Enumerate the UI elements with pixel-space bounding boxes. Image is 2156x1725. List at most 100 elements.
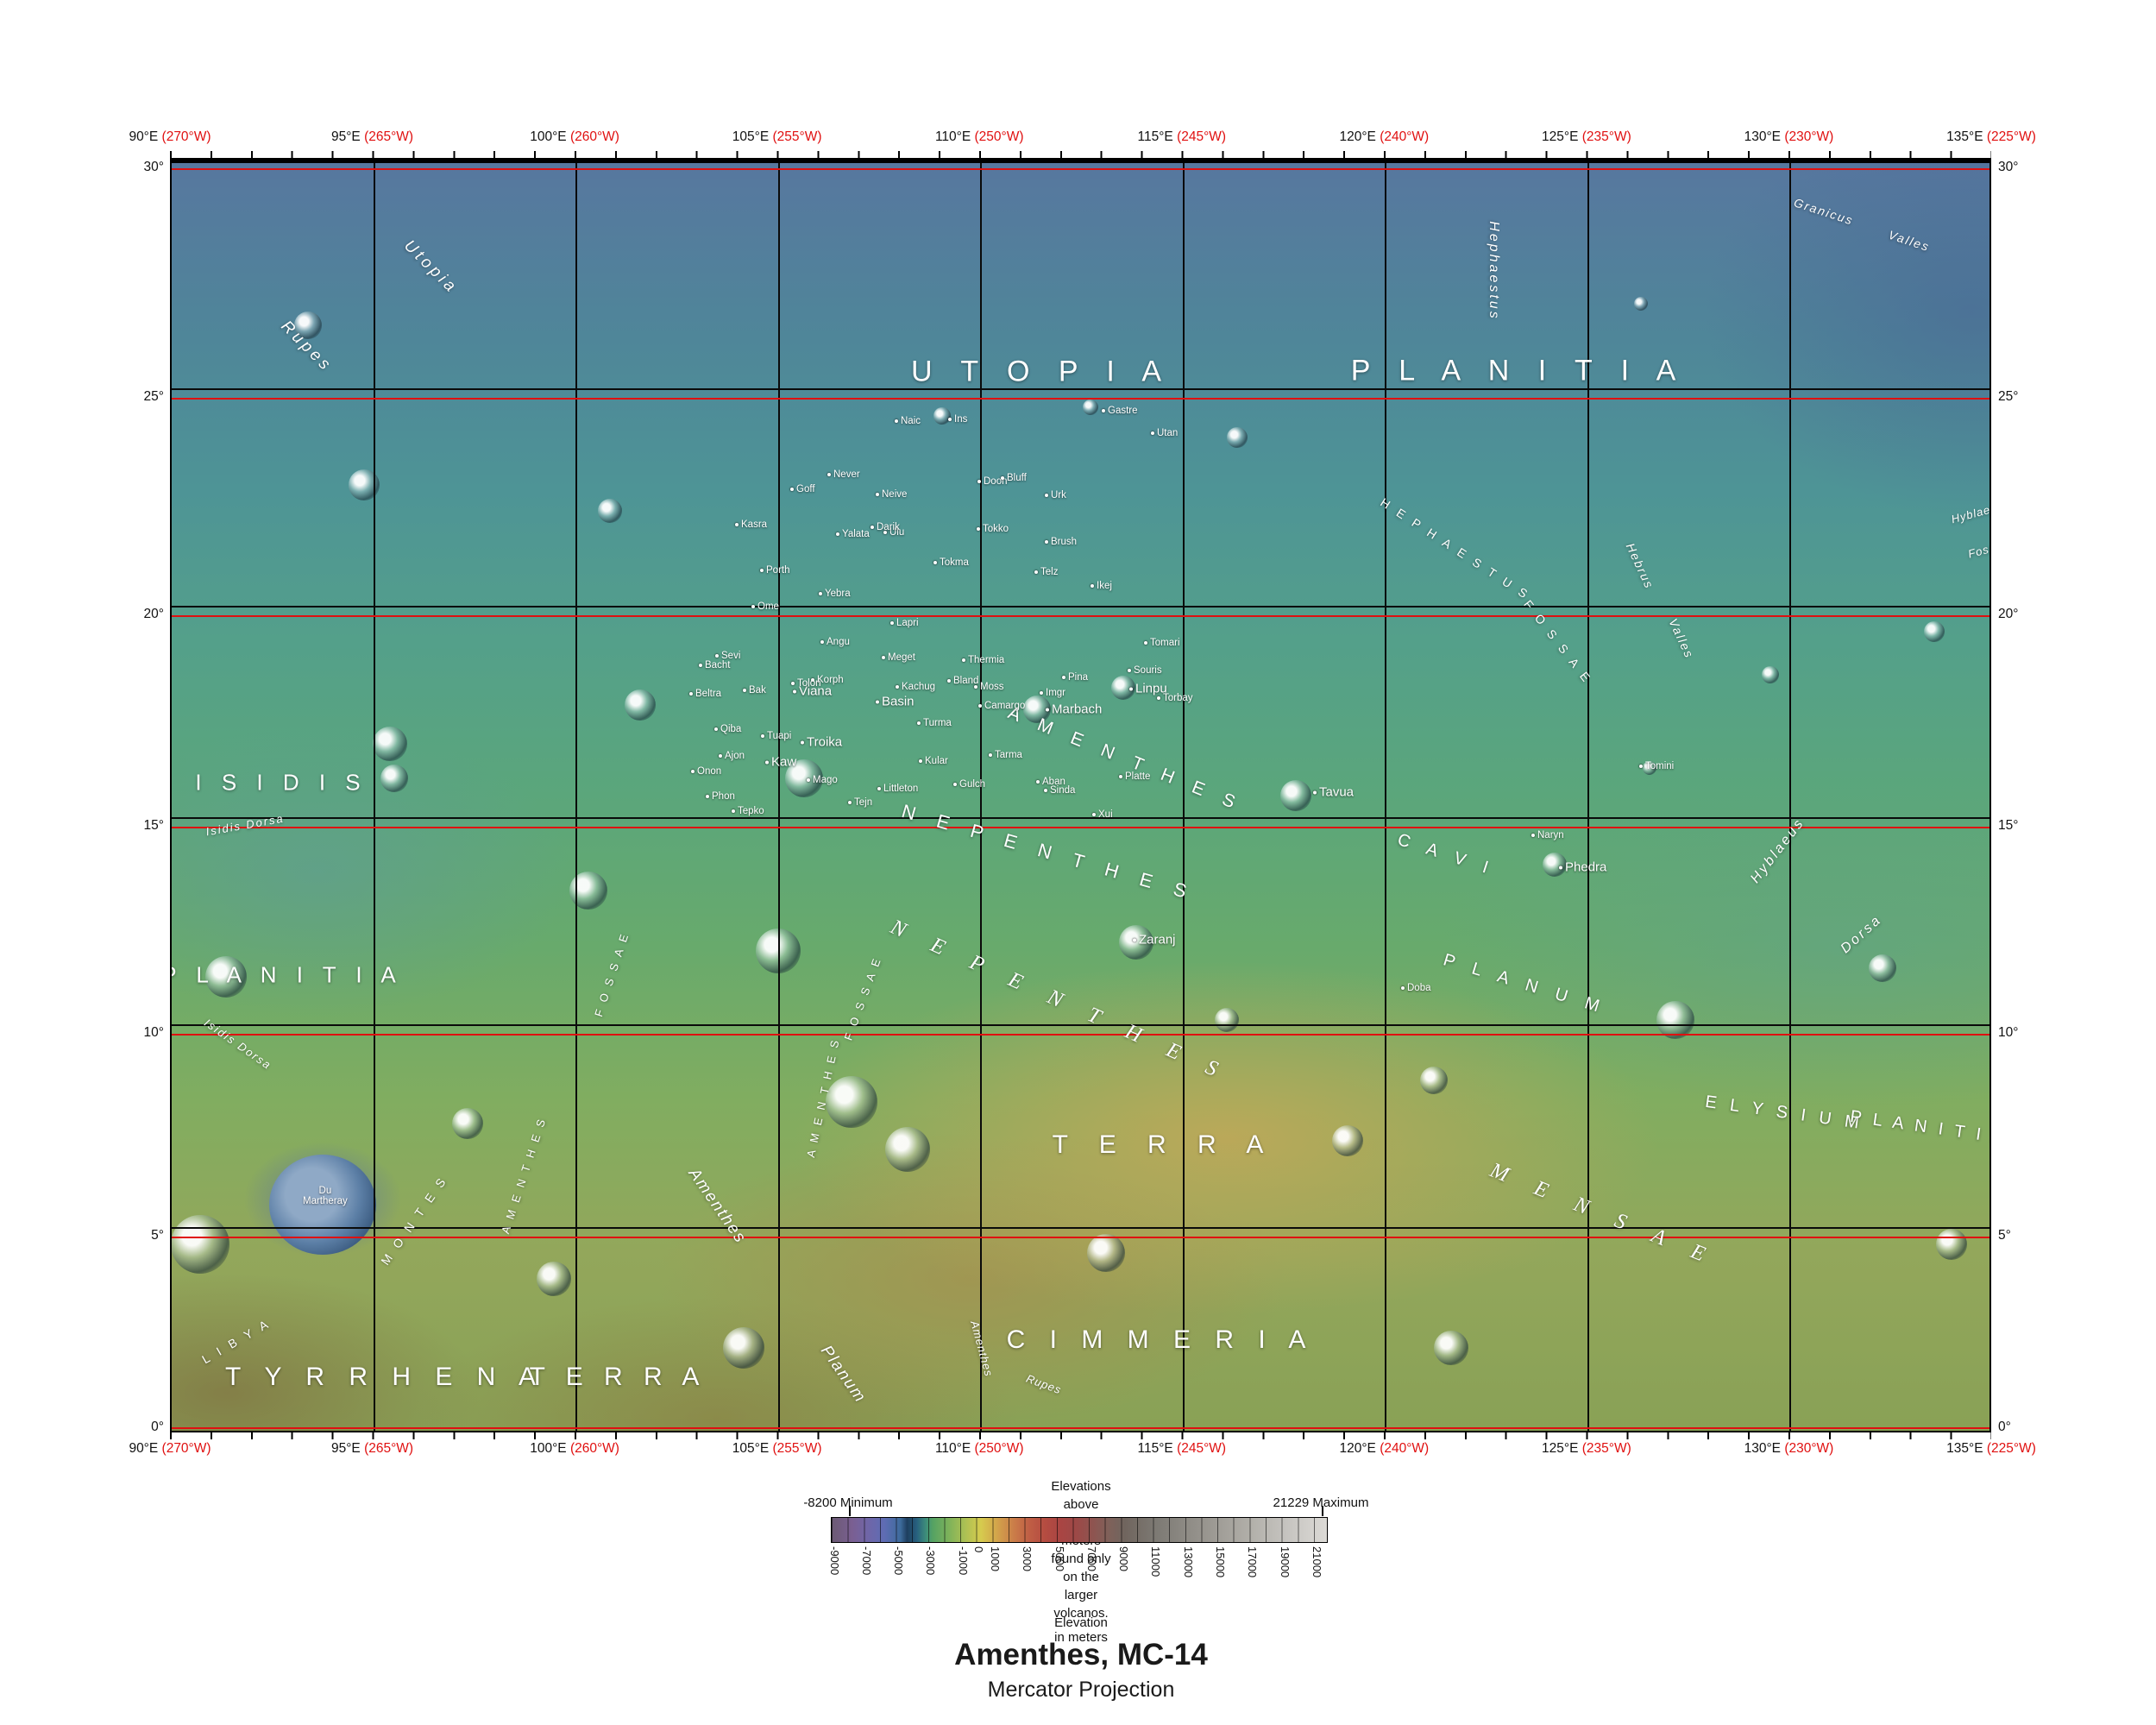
crater-label: Brush xyxy=(1045,537,1077,547)
latitude-label: 30° xyxy=(1998,160,2019,174)
crater xyxy=(1215,1008,1239,1032)
latitude-label: 5° xyxy=(151,1228,164,1243)
colorbar-tick-label: -1000 xyxy=(956,1546,970,1576)
crater-label: Phon xyxy=(706,791,735,802)
crater-label: Ome xyxy=(751,601,779,612)
du-line1: Du xyxy=(318,1186,332,1196)
title-block: Amenthes, MC-14 Mercator Projection xyxy=(954,1638,1208,1703)
longitude-label: 120°E (240°W) xyxy=(1339,129,1429,145)
crater-label: Telz xyxy=(1034,567,1058,577)
crater-label: Beltra xyxy=(689,689,721,699)
crater xyxy=(452,1108,483,1139)
crater-label: Aban xyxy=(1036,777,1065,787)
crater-label-du-martheray: Du Martheray xyxy=(303,1186,348,1206)
longitude-label: 130°E (230°W) xyxy=(1744,129,1834,145)
graticule-meridian xyxy=(1789,160,1792,1431)
crater-label: Thermia xyxy=(962,655,1004,665)
crater xyxy=(1434,1331,1468,1365)
crater xyxy=(625,689,656,721)
crater-label: Tavua xyxy=(1313,785,1354,800)
graticule-parallel-red xyxy=(172,1427,1989,1429)
crater xyxy=(1083,400,1098,415)
latitude-label: 0° xyxy=(1998,1420,2011,1434)
legend-caption: Elevation in meters xyxy=(1054,1615,1108,1645)
crater-label: Bak xyxy=(743,685,766,696)
crater-label: Meget xyxy=(882,652,915,663)
crater-label: Torbay xyxy=(1157,693,1193,703)
crater-label: Porth xyxy=(760,565,790,576)
terrain-shaded-relief xyxy=(172,160,1989,1431)
crater xyxy=(349,469,380,501)
longitude-label: 105°E (255°W) xyxy=(732,129,822,145)
crater-label: Littleton xyxy=(877,784,918,794)
crater xyxy=(1280,780,1311,811)
crater-label: Marbach xyxy=(1046,702,1102,717)
graticule-meridian xyxy=(373,160,375,1431)
crater-label: Urk xyxy=(1045,490,1066,501)
crater xyxy=(1227,427,1248,448)
longitude-east: 95°E xyxy=(330,1441,361,1456)
graticule-parallel-red xyxy=(172,168,1989,170)
longitude-west: (225°W) xyxy=(1983,1441,2036,1456)
crater-label: Korph xyxy=(811,675,844,685)
region-label: T E R R A xyxy=(529,1363,707,1391)
crater xyxy=(1087,1234,1125,1272)
region-label: P L A N I T I A xyxy=(1350,354,1687,387)
graticule-parallel-red xyxy=(172,1034,1989,1036)
crater-label: Bland xyxy=(947,676,978,686)
region-label: P L A N I T I A xyxy=(170,961,403,988)
crater-label: Never xyxy=(827,469,860,480)
crater xyxy=(1634,297,1648,311)
longitude-east: 100°E xyxy=(530,1441,567,1456)
region-label: T E R R A xyxy=(1052,1130,1276,1159)
colorbar-tick-label: 5000 xyxy=(1053,1546,1066,1571)
crater-label: Ikej xyxy=(1091,581,1112,591)
crater-label: Mago xyxy=(807,775,838,785)
longitude-label: 90°E (270°W) xyxy=(129,129,211,145)
longitude-west: (235°W) xyxy=(1578,129,1631,144)
longitude-west: (255°W) xyxy=(769,129,822,144)
longitude-label: 100°E (260°W) xyxy=(530,1441,619,1457)
crater-label: Bluff xyxy=(1001,473,1027,483)
crater xyxy=(933,407,951,425)
crater-label: Yalata xyxy=(836,529,870,539)
crater-label: Kular xyxy=(919,756,948,766)
graticule-meridian xyxy=(1385,160,1387,1431)
crater-label: Platte xyxy=(1119,771,1150,782)
colorbar-tick-label: 13000 xyxy=(1181,1546,1195,1578)
crater-label: Imgr xyxy=(1040,688,1065,698)
crater-label: Qiba xyxy=(714,724,741,734)
graticule-parallel xyxy=(172,388,1989,390)
crater xyxy=(1924,621,1945,642)
crater-label: Lapri xyxy=(890,618,919,628)
longitude-east: 120°E xyxy=(1339,1441,1376,1456)
region-label: Hephaestus xyxy=(1487,221,1501,321)
legend-max-label: 21229 Maximum xyxy=(1273,1495,1369,1510)
colorbar-tick-label: 0 xyxy=(972,1546,986,1553)
graticule-parallel-red xyxy=(172,398,1989,400)
longitude-east: 95°E xyxy=(330,129,361,144)
colorbar-tick-label: -7000 xyxy=(859,1546,873,1576)
latitude-label: 30° xyxy=(143,160,164,174)
longitude-label: 115°E (245°W) xyxy=(1138,129,1227,145)
latitude-label: 0° xyxy=(151,1420,164,1434)
bottom-degree-ticks xyxy=(170,1432,1991,1439)
crater-label: Sinda xyxy=(1044,785,1075,796)
graticule-meridian xyxy=(980,160,983,1431)
crater-label: Kachug xyxy=(896,682,935,692)
crater-label: Naryn xyxy=(1531,830,1564,840)
longitude-east: 120°E xyxy=(1339,129,1376,144)
colorbar-tick-label: 3000 xyxy=(1021,1546,1034,1571)
crater xyxy=(294,312,322,339)
longitude-label: 95°E (265°W) xyxy=(331,129,413,145)
colorbar-tick-label: 21000 xyxy=(1310,1546,1323,1578)
longitude-east: 90°E xyxy=(129,1441,159,1456)
longitude-west: (265°W) xyxy=(360,129,414,144)
crater-label: Troika xyxy=(801,735,842,750)
longitude-west: (260°W) xyxy=(566,1441,619,1456)
crater-label: Pina xyxy=(1062,672,1088,683)
crater-label: Bacht xyxy=(699,660,730,670)
crater xyxy=(373,727,407,761)
crater-label: Utan xyxy=(1151,428,1178,438)
